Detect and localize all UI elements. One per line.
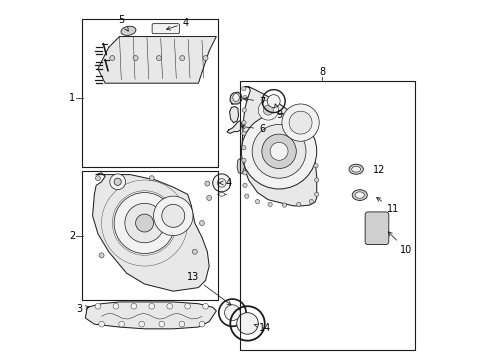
Circle shape (167, 303, 172, 309)
Circle shape (149, 176, 154, 181)
Circle shape (242, 158, 246, 162)
Circle shape (268, 202, 272, 207)
Circle shape (96, 176, 100, 181)
Text: 4: 4 (219, 178, 232, 188)
Text: 10: 10 (388, 232, 413, 255)
Circle shape (242, 114, 317, 189)
Circle shape (192, 249, 197, 254)
Circle shape (113, 303, 119, 309)
Circle shape (203, 303, 208, 309)
Text: 6: 6 (241, 124, 265, 134)
Circle shape (255, 199, 260, 204)
Ellipse shape (352, 166, 361, 172)
Circle shape (309, 199, 314, 204)
Ellipse shape (352, 190, 368, 201)
Circle shape (153, 196, 193, 235)
Circle shape (98, 321, 104, 327)
Circle shape (218, 179, 226, 187)
Circle shape (296, 202, 301, 207)
Text: 14: 14 (254, 323, 271, 333)
Circle shape (263, 105, 273, 115)
Text: 4: 4 (167, 18, 189, 30)
Circle shape (237, 313, 258, 334)
Polygon shape (237, 158, 245, 174)
Circle shape (242, 86, 246, 91)
Text: 1: 1 (69, 93, 75, 103)
Text: 7: 7 (244, 97, 266, 107)
Ellipse shape (349, 164, 364, 174)
Circle shape (95, 303, 101, 309)
Polygon shape (93, 173, 209, 291)
Circle shape (136, 214, 153, 232)
Text: 8: 8 (319, 67, 325, 77)
Circle shape (242, 108, 246, 112)
Circle shape (199, 221, 204, 226)
Circle shape (159, 321, 165, 327)
Circle shape (315, 192, 319, 197)
Circle shape (213, 174, 231, 192)
Circle shape (110, 174, 125, 190)
Text: 3: 3 (76, 304, 89, 314)
Polygon shape (230, 92, 242, 104)
Circle shape (119, 321, 124, 327)
Circle shape (133, 55, 138, 60)
Polygon shape (230, 107, 239, 123)
Text: 12: 12 (373, 165, 386, 175)
Circle shape (114, 193, 175, 253)
Circle shape (243, 171, 247, 175)
Circle shape (224, 305, 240, 320)
Circle shape (203, 55, 208, 60)
Polygon shape (242, 87, 317, 206)
Circle shape (262, 134, 296, 168)
Circle shape (162, 204, 185, 227)
Circle shape (180, 55, 185, 60)
Circle shape (99, 253, 104, 258)
Circle shape (110, 55, 115, 60)
Text: 13: 13 (187, 272, 231, 305)
Polygon shape (85, 302, 216, 329)
Circle shape (114, 178, 122, 185)
Ellipse shape (233, 94, 239, 102)
Circle shape (139, 321, 145, 327)
Circle shape (207, 195, 212, 201)
Ellipse shape (219, 193, 225, 196)
Circle shape (125, 203, 164, 243)
Ellipse shape (355, 192, 365, 198)
Circle shape (156, 55, 161, 60)
Circle shape (282, 203, 287, 207)
Bar (240, 81, 416, 350)
Circle shape (199, 321, 205, 327)
Bar (82, 19, 218, 167)
Circle shape (289, 111, 312, 134)
Circle shape (267, 95, 280, 108)
Circle shape (242, 145, 246, 150)
Ellipse shape (121, 26, 136, 35)
Circle shape (242, 131, 246, 135)
Circle shape (205, 181, 210, 186)
Polygon shape (98, 37, 216, 83)
Circle shape (149, 303, 155, 309)
FancyBboxPatch shape (365, 212, 389, 244)
Circle shape (243, 95, 247, 100)
Circle shape (314, 163, 318, 168)
Circle shape (179, 321, 185, 327)
Circle shape (185, 303, 191, 309)
Circle shape (131, 303, 137, 309)
Text: 5: 5 (118, 15, 128, 31)
Text: 2: 2 (69, 231, 75, 240)
Polygon shape (227, 121, 242, 134)
Circle shape (282, 104, 319, 141)
Circle shape (243, 183, 247, 188)
Circle shape (242, 121, 246, 125)
Circle shape (270, 142, 288, 160)
Circle shape (315, 178, 319, 182)
Text: 11: 11 (377, 198, 399, 215)
Text: 9: 9 (274, 104, 282, 121)
FancyBboxPatch shape (152, 24, 179, 34)
Circle shape (245, 194, 249, 198)
Bar (82, 171, 218, 300)
Circle shape (258, 100, 278, 120)
Circle shape (252, 125, 306, 178)
